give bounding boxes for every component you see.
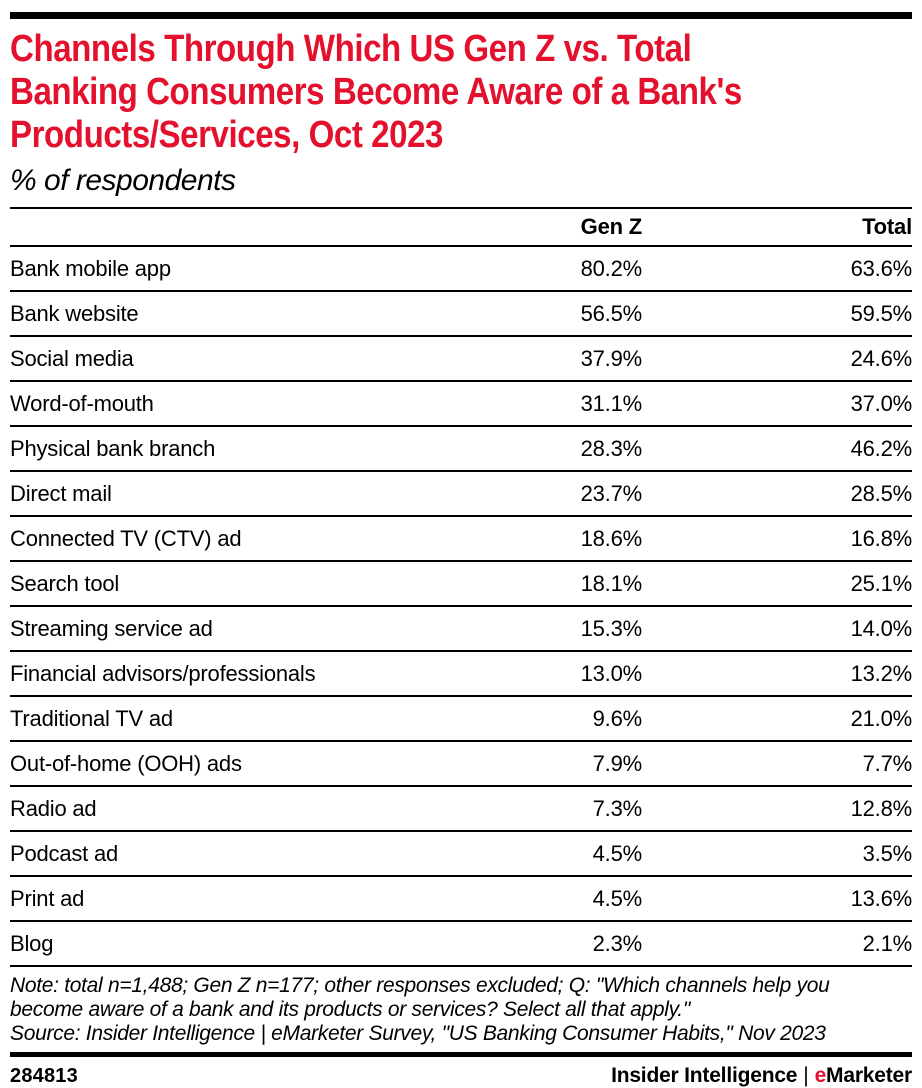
total-value: 13.2% — [850, 660, 913, 686]
genz-value: 56.5% — [580, 300, 643, 326]
genz-value: 18.1% — [580, 570, 643, 596]
top-divider-bar — [10, 12, 912, 19]
brand-logo: Insider Intelligence | eMarketer — [611, 1064, 912, 1088]
footer: 284813 Insider Intelligence | eMarketer — [10, 1064, 912, 1088]
genz-value: 31.1% — [580, 390, 643, 416]
channel-label: Out-of-home (OOH) ads — [10, 750, 242, 776]
total-value: 13.6% — [850, 885, 913, 911]
channel-label: Direct mail — [10, 480, 112, 506]
channel-label: Bank website — [10, 300, 139, 326]
table-row: Podcast ad 4.5% 3.5% — [10, 831, 912, 876]
genz-value: 2.3% — [592, 930, 643, 956]
page-title-line-1: Channels Through Which US Gen Z vs. Tota… — [10, 28, 692, 70]
genz-value: 23.7% — [580, 480, 643, 506]
table-row: Out-of-home (OOH) ads 7.9% 7.7% — [10, 741, 912, 786]
bottom-divider-bar — [10, 1052, 912, 1057]
footnotes: Note: total n=1,488; Gen Z n=177; other … — [10, 974, 912, 1046]
total-value: 21.0% — [850, 705, 913, 731]
total-value: 37.0% — [850, 390, 913, 416]
genz-value: 28.3% — [580, 435, 643, 461]
genz-value: 9.6% — [592, 705, 643, 731]
page-title-line-2: Banking Consumers Become Aware of a Bank… — [10, 71, 742, 113]
total-value: 3.5% — [862, 840, 913, 866]
genz-value: 7.3% — [592, 795, 643, 821]
table-row: Connected TV (CTV) ad 18.6% 16.8% — [10, 516, 912, 561]
table-row: Streaming service ad 15.3% 14.0% — [10, 606, 912, 651]
total-value: 59.5% — [850, 300, 913, 326]
total-value: 46.2% — [850, 435, 913, 461]
chart-id: 284813 — [10, 1064, 78, 1087]
source-line: Source: Insider Intelligence | eMarketer… — [10, 1022, 826, 1045]
channel-label: Traditional TV ad — [10, 705, 173, 731]
genz-value: 37.9% — [580, 345, 643, 371]
column-header-genz: Gen Z — [580, 214, 643, 239]
genz-value: 13.0% — [580, 660, 643, 686]
table-header-row: Gen Z Total — [10, 208, 912, 246]
table-row: Bank mobile app 80.2% 63.6% — [10, 246, 912, 291]
note-line-2: become aware of a bank and its products … — [10, 998, 690, 1021]
table-row: Social media 37.9% 24.6% — [10, 336, 912, 381]
brand-emarketer-e: e — [814, 1064, 827, 1087]
data-table: Gen Z Total Bank mobile app 80.2% 63.6% … — [10, 207, 912, 967]
channel-label: Blog — [10, 930, 54, 956]
total-value: 25.1% — [850, 570, 913, 596]
channel-label: Word-of-mouth — [10, 390, 154, 416]
genz-value: 7.9% — [592, 750, 643, 776]
total-value: 2.1% — [862, 930, 913, 956]
table-row: Bank website 56.5% 59.5% — [10, 291, 912, 336]
total-value: 28.5% — [850, 480, 913, 506]
total-value: 16.8% — [850, 525, 913, 551]
table-row: Traditional TV ad 9.6% 21.0% — [10, 696, 912, 741]
table-row: Financial advisors/professionals 13.0% 1… — [10, 651, 912, 696]
genz-value: 80.2% — [580, 255, 643, 281]
table-row: Physical bank branch 28.3% 46.2% — [10, 426, 912, 471]
table-row: Word-of-mouth 31.1% 37.0% — [10, 381, 912, 426]
genz-value: 15.3% — [580, 615, 643, 641]
channel-label: Print ad — [10, 885, 85, 911]
page-title: Channels Through Which US Gen Z vs. Tota… — [10, 28, 912, 157]
total-value: 12.8% — [850, 795, 913, 821]
channel-label: Streaming service ad — [10, 615, 213, 641]
column-header-channel — [10, 208, 450, 246]
table-row: Search tool 18.1% 25.1% — [10, 561, 912, 606]
channel-label: Connected TV (CTV) ad — [10, 525, 242, 551]
note-line-1: Note: total n=1,488; Gen Z n=177; other … — [10, 974, 830, 997]
brand-insider-intelligence: Insider Intelligence — [611, 1064, 798, 1087]
table-row: Print ad 4.5% 13.6% — [10, 876, 912, 921]
genz-value: 4.5% — [592, 885, 643, 911]
channel-label: Physical bank branch — [10, 435, 216, 461]
brand-separator: | — [803, 1064, 809, 1087]
channel-label: Radio ad — [10, 795, 97, 821]
table-row: Radio ad 7.3% 12.8% — [10, 786, 912, 831]
page-title-line-3: Products/Services, Oct 2023 — [10, 114, 443, 156]
channel-label: Bank mobile app — [10, 255, 171, 281]
channel-label: Podcast ad — [10, 840, 119, 866]
table-row: Blog 2.3% 2.1% — [10, 921, 912, 966]
total-value: 7.7% — [862, 750, 913, 776]
genz-value: 18.6% — [580, 525, 643, 551]
column-header-total: Total — [862, 214, 912, 239]
table-header: Gen Z Total — [10, 208, 912, 246]
table-body: Bank mobile app 80.2% 63.6% Bank website… — [10, 246, 912, 966]
table-row: Direct mail 23.7% 28.5% — [10, 471, 912, 516]
brand-emarketer-rest: Marketer — [826, 1064, 912, 1087]
total-value: 63.6% — [850, 255, 913, 281]
channel-label: Financial advisors/professionals — [10, 660, 316, 686]
page-subtitle: % of respondents — [10, 164, 236, 197]
total-value: 24.6% — [850, 345, 913, 371]
channel-label: Social media — [10, 345, 134, 371]
genz-value: 4.5% — [592, 840, 643, 866]
channel-label: Search tool — [10, 570, 120, 596]
total-value: 14.0% — [850, 615, 913, 641]
